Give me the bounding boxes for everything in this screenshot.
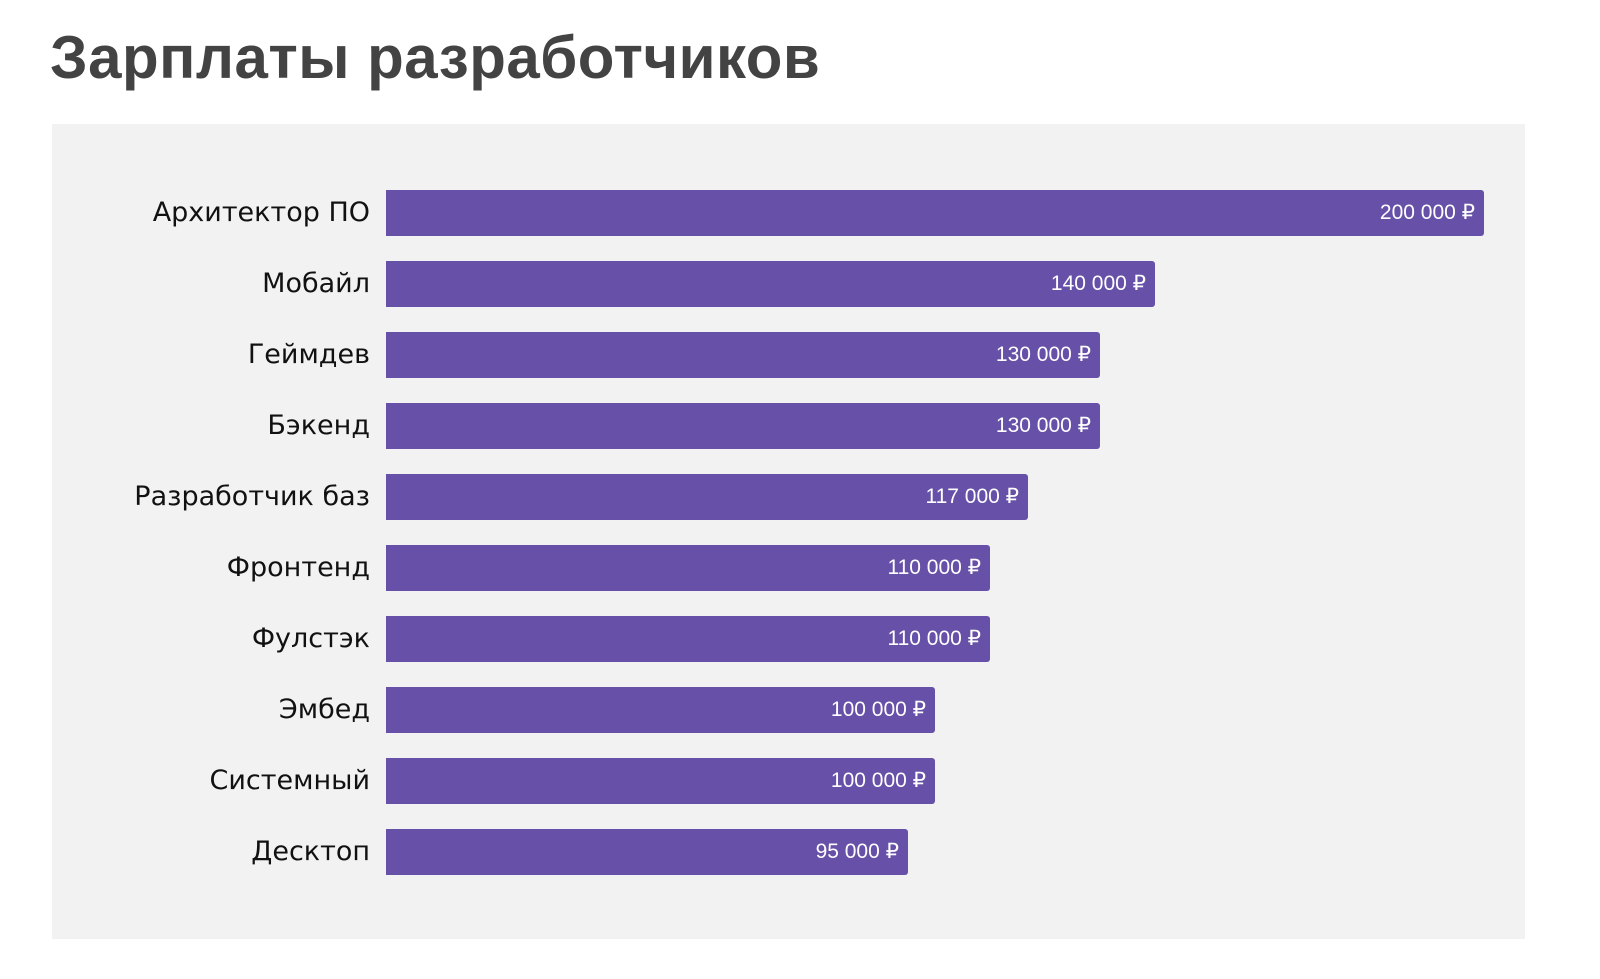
category-label: Эмбед	[278, 694, 370, 725]
value-label: 110 000 ₽	[887, 556, 981, 579]
bar-row: Мобайл 140 000 ₽	[52, 261, 1525, 307]
value-label: 110 000 ₽	[887, 627, 981, 650]
value-label: 95 000 ₽	[815, 840, 899, 863]
bar-row: Геймдев 130 000 ₽	[52, 332, 1525, 378]
category-label: Бэкенд	[267, 410, 370, 441]
category-label: Десктоп	[251, 836, 370, 867]
bar-row: Эмбед 100 000 ₽	[52, 687, 1525, 733]
page-title: Зарплаты разработчиков	[50, 24, 821, 91]
category-label: Архитектор ПО	[152, 197, 370, 228]
bar-row: Фронтенд 110 000 ₽	[52, 545, 1525, 591]
bar: 110 000 ₽	[386, 616, 990, 662]
bar: 200 000 ₽	[386, 190, 1484, 236]
value-label: 100 000 ₽	[830, 769, 926, 792]
bar: 130 000 ₽	[386, 332, 1100, 378]
bar-row: Десктоп 95 000 ₽	[52, 829, 1525, 875]
bar: 130 000 ₽	[386, 403, 1100, 449]
bar: 100 000 ₽	[386, 758, 935, 804]
value-label: 140 000 ₽	[1050, 272, 1146, 295]
category-label: Мобайл	[262, 268, 370, 299]
bar: 100 000 ₽	[386, 687, 935, 733]
category-label: Геймдев	[247, 339, 370, 370]
bar: 95 000 ₽	[386, 829, 908, 875]
bar: 117 000 ₽	[386, 474, 1028, 520]
bar: 110 000 ₽	[386, 545, 990, 591]
value-label: 200 000 ₽	[1379, 201, 1475, 224]
value-label: 130 000 ₽	[995, 343, 1091, 366]
value-label: 117 000 ₽	[925, 485, 1019, 508]
value-label: 130 000 ₽	[995, 414, 1091, 437]
category-label: Разработчик баз	[134, 481, 370, 512]
bar-row: Фулстэк 110 000 ₽	[52, 616, 1525, 662]
category-label: Фронтенд	[226, 552, 370, 583]
bar-row: Архитектор ПО 200 000 ₽	[52, 190, 1525, 236]
bar: 140 000 ₽	[386, 261, 1155, 307]
chart-panel: Архитектор ПО 200 000 ₽ Мобайл 140 000 ₽ Гей…	[52, 124, 1525, 939]
category-label: Системный	[209, 765, 370, 796]
value-label: 100 000 ₽	[830, 698, 926, 721]
category-label: Фулстэк	[251, 623, 370, 654]
bar-row: Системный 100 000 ₽	[52, 758, 1525, 804]
bar-row: Бэкенд 130 000 ₽	[52, 403, 1525, 449]
bar-row: Разработчик баз 117 000 ₽	[52, 474, 1525, 520]
